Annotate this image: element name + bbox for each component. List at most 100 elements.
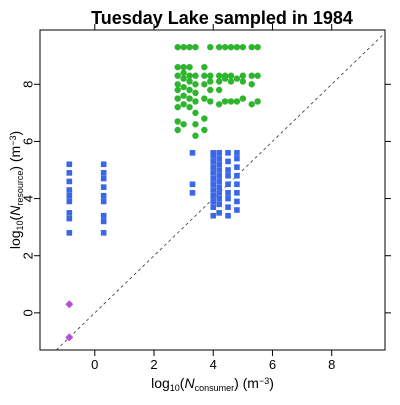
x-axis-label-part: ) (269, 375, 274, 391)
point (100, 218, 107, 225)
point (180, 69, 187, 77)
point (180, 63, 187, 71)
point (210, 187, 217, 193)
y-tick-label: 2 (20, 252, 35, 259)
x-tick-label: 8 (328, 357, 335, 372)
point (254, 72, 261, 79)
y-axis-label-part: N (7, 205, 23, 216)
point (192, 81, 199, 88)
point (210, 158, 217, 165)
point (207, 86, 214, 94)
point (216, 155, 222, 162)
x-tick-label: 4 (210, 357, 217, 372)
y-axis-label-part: ) (m (7, 146, 23, 171)
point (221, 43, 229, 51)
point (210, 181, 217, 188)
point (227, 43, 235, 51)
point (189, 150, 196, 156)
point (210, 175, 217, 182)
point (201, 63, 208, 71)
point (234, 164, 240, 170)
point (248, 81, 255, 88)
point (207, 43, 214, 51)
point (180, 43, 187, 51)
point (215, 101, 223, 108)
point (192, 98, 199, 105)
point (234, 181, 240, 188)
x-tick-label: 6 (269, 357, 276, 372)
y-axis-label-part: 10 (15, 220, 25, 230)
point (210, 150, 217, 156)
y-axis-label-part: log (7, 230, 23, 249)
point (66, 187, 73, 193)
x-axis-label-part: ) (m (234, 375, 259, 391)
point (248, 72, 255, 79)
point (248, 101, 255, 108)
point (234, 198, 240, 205)
point (233, 75, 241, 82)
plot-frame (39, 29, 386, 351)
x-axis-label-part: 10 (170, 383, 180, 393)
point (186, 72, 193, 79)
point (210, 164, 217, 170)
point (221, 98, 229, 105)
point (186, 86, 193, 94)
x-axis-label-part: ( (180, 375, 185, 391)
point (66, 230, 73, 236)
point (216, 178, 222, 185)
point (100, 198, 107, 205)
point (174, 118, 181, 125)
point (192, 121, 199, 128)
y-tick-label: 0 (20, 309, 35, 316)
x-axis-label-part: consumer (195, 383, 235, 393)
y-axis-label: log10(Nresource) (m−3) (7, 131, 25, 249)
point (239, 43, 247, 51)
point (234, 190, 240, 196)
point (216, 210, 222, 216)
point (225, 195, 231, 202)
point (66, 170, 73, 176)
point (210, 152, 217, 159)
point (216, 195, 222, 202)
point (186, 43, 193, 51)
point (225, 212, 231, 219)
point (180, 92, 187, 99)
point (207, 98, 214, 105)
point (216, 190, 222, 196)
point (216, 184, 222, 190)
point (66, 192, 73, 199)
point (100, 230, 107, 236)
point (100, 175, 107, 182)
point (215, 86, 223, 94)
point (180, 101, 187, 108)
point (216, 167, 222, 173)
point (233, 98, 241, 105)
point (180, 83, 187, 91)
point (225, 150, 231, 156)
point (174, 43, 181, 51)
point (100, 184, 107, 190)
point (234, 155, 240, 162)
point (66, 210, 73, 216)
point (180, 75, 187, 82)
point (225, 204, 231, 210)
y-tick-label: 4 (20, 195, 35, 202)
point (215, 78, 223, 85)
point (254, 43, 261, 51)
point (225, 181, 231, 188)
point (225, 158, 231, 165)
point (239, 78, 247, 85)
point (216, 201, 222, 208)
point (248, 43, 255, 51)
point (65, 333, 74, 342)
point (186, 103, 193, 111)
point (225, 167, 231, 173)
point (192, 89, 199, 97)
point (207, 72, 214, 79)
x-tick-label: 2 (150, 357, 157, 372)
point (216, 161, 222, 168)
point (215, 43, 223, 51)
x-axis-label: log10(Nconsumer) (m−3) (151, 375, 274, 393)
point (216, 150, 222, 156)
